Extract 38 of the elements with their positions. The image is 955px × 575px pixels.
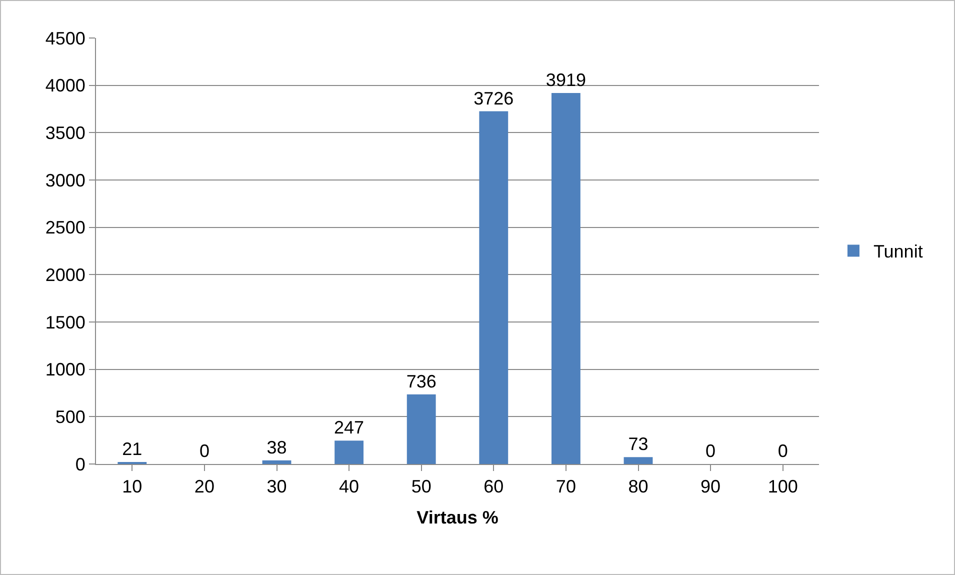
data-label: 0 [199, 441, 210, 461]
y-tick-label: 1500 [45, 312, 86, 332]
x-tick-label: 90 [700, 476, 721, 497]
y-tick-label: 4000 [45, 76, 86, 96]
y-tick-label: 3500 [45, 122, 86, 143]
bar [334, 440, 364, 464]
x-tick-label: 40 [339, 476, 360, 497]
data-label: 21 [122, 439, 142, 459]
y-tick-label: 2500 [45, 218, 86, 238]
bar [551, 93, 580, 464]
y-tick-label: 0 [75, 454, 86, 474]
legend-label: Tunnit [873, 242, 923, 262]
y-tick-label: 4500 [45, 28, 86, 48]
x-axis-title: Virtaus % [416, 508, 498, 528]
data-label: 736 [406, 371, 436, 392]
bar [624, 457, 653, 464]
y-tick-label: 1000 [45, 360, 86, 380]
y-tick-label: 3000 [45, 170, 86, 190]
x-tick-label: 70 [556, 476, 576, 497]
data-label: 0 [706, 441, 716, 461]
bar [262, 460, 292, 464]
y-tick-label: 2000 [45, 264, 86, 285]
bar [479, 111, 508, 464]
x-tick-label: 100 [768, 476, 798, 497]
data-label: 3726 [474, 88, 514, 108]
data-label: 3919 [546, 70, 586, 90]
data-label: 247 [334, 418, 364, 438]
x-tick-label: 10 [122, 476, 142, 497]
x-tick-label: 30 [266, 476, 287, 497]
bar [406, 394, 436, 464]
x-tick-label: 80 [628, 476, 648, 497]
x-tick-label: 60 [484, 476, 504, 497]
y-tick-label: 500 [55, 406, 86, 427]
x-tick-label: 50 [411, 476, 432, 497]
data-label: 73 [628, 434, 648, 454]
data-label: 0 [778, 441, 788, 461]
x-tick-label: 20 [194, 476, 214, 497]
data-label: 38 [266, 437, 287, 458]
